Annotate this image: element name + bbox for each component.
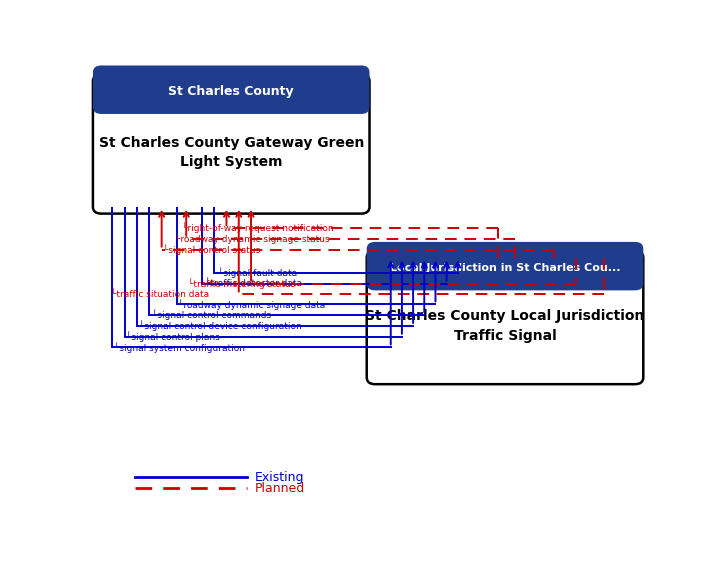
FancyBboxPatch shape bbox=[367, 251, 643, 384]
Text: └roadway dynamic signage status: └roadway dynamic signage status bbox=[175, 233, 329, 244]
FancyBboxPatch shape bbox=[93, 75, 369, 213]
Text: └signal system configuration: └signal system configuration bbox=[114, 342, 244, 353]
Text: └roadway dynamic signage data: └roadway dynamic signage data bbox=[178, 299, 326, 310]
Text: └signal control plans: └signal control plans bbox=[126, 331, 220, 342]
Text: └signal control device configuration: └signal control device configuration bbox=[138, 321, 301, 331]
Text: Local Jurisdiction in St Charles Cou...: Local Jurisdiction in St Charles Cou... bbox=[390, 264, 620, 273]
Bar bbox=[375, 269, 635, 284]
Text: St Charles County: St Charles County bbox=[169, 86, 294, 99]
Text: └signal control commands: └signal control commands bbox=[151, 310, 270, 321]
Bar bbox=[101, 93, 361, 107]
Text: Planned: Planned bbox=[255, 482, 305, 495]
Text: └traffic metering status: └traffic metering status bbox=[188, 278, 296, 289]
Text: └signal fault data: └signal fault data bbox=[218, 268, 296, 278]
Text: └right-of-way request notification: └right-of-way request notification bbox=[182, 223, 334, 233]
FancyBboxPatch shape bbox=[367, 242, 643, 290]
Text: └signal control status: └signal control status bbox=[163, 244, 260, 255]
Text: └traffic situation data: └traffic situation data bbox=[111, 290, 210, 299]
Text: Existing: Existing bbox=[255, 470, 304, 484]
FancyBboxPatch shape bbox=[93, 65, 369, 114]
Text: St Charles County Local Jurisdiction
Traffic Signal: St Charles County Local Jurisdiction Tra… bbox=[366, 310, 645, 343]
Text: St Charles County Gateway Green
Light System: St Charles County Gateway Green Light Sy… bbox=[99, 136, 364, 169]
Text: └traffic detector data: └traffic detector data bbox=[205, 279, 301, 288]
